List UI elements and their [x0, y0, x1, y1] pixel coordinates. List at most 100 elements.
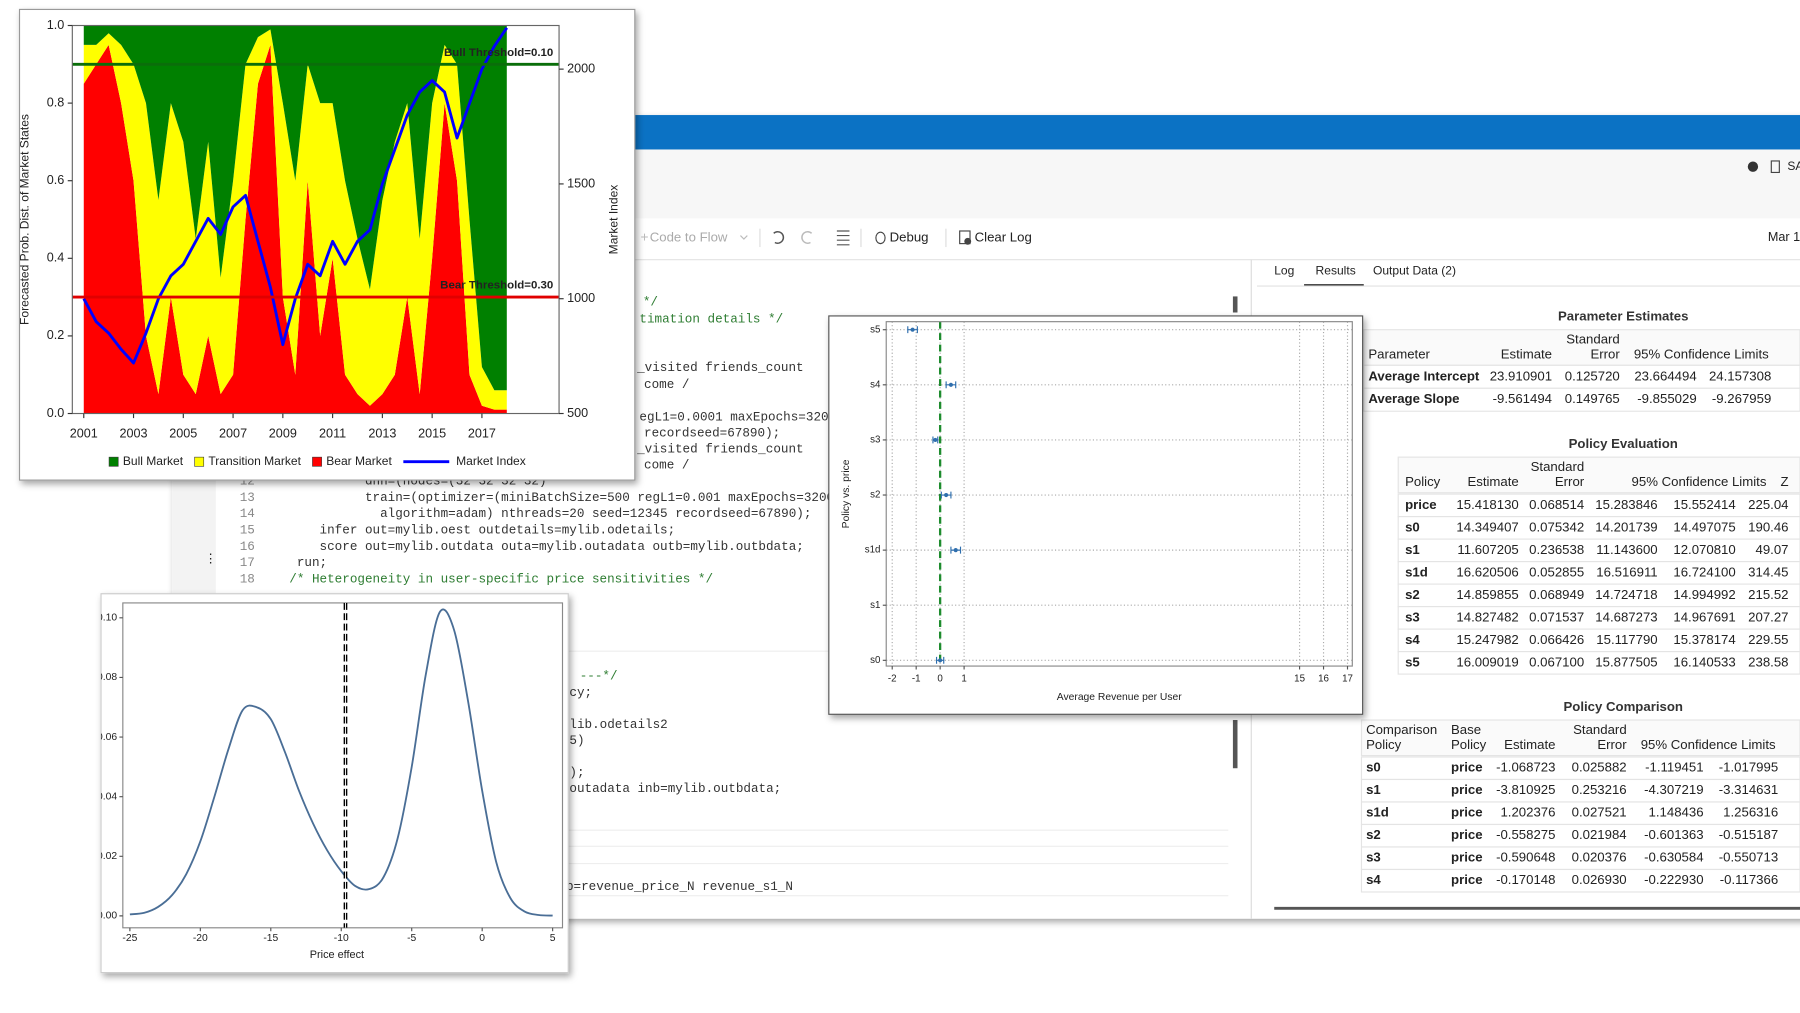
- table-header: Estimate: [1467, 474, 1518, 489]
- y-tick-label: 1.0: [47, 18, 65, 32]
- table-cell: 16.620506: [1456, 564, 1518, 579]
- code-fragment: 5): [569, 733, 584, 748]
- point: [933, 437, 938, 442]
- table-header-bg: [1397, 456, 1800, 494]
- table-cell: price: [1451, 760, 1483, 775]
- table-cell: -9.561494: [1493, 391, 1552, 406]
- table-cell: 190.46: [1748, 519, 1788, 534]
- table-cell: -0.515187: [1719, 827, 1778, 842]
- point: [910, 327, 915, 332]
- table-cell: -1.119451: [1645, 760, 1703, 775]
- table-cell: 0.071537: [1529, 609, 1584, 624]
- y2-tick-label: 2000: [567, 61, 595, 75]
- legend-swatch: [108, 456, 119, 467]
- table-cell: 24.157308: [1709, 368, 1771, 383]
- toolbar-button[interactable]: Code to Flow: [650, 229, 728, 244]
- y2-tick-label: 1000: [567, 291, 595, 305]
- undo-icon[interactable]: [773, 230, 785, 244]
- table-cell: 14.724718: [1595, 587, 1657, 602]
- y-tick-label: s1d: [865, 545, 881, 556]
- table-cell: 14.687273: [1595, 609, 1657, 624]
- table-cell: s1: [1405, 542, 1420, 557]
- table-cell: 23.664494: [1634, 368, 1696, 383]
- tab[interactable]: Output Data (2): [1373, 263, 1456, 277]
- table-cell: price: [1451, 805, 1483, 820]
- y-tick-label: s3: [870, 434, 880, 445]
- clear-log-icon-dot: [964, 237, 972, 245]
- dropdown-caret[interactable]: [740, 235, 748, 240]
- y-tick-label: 0.8: [47, 95, 65, 109]
- policy-panel: [828, 315, 1364, 715]
- info-icon[interactable]: [1747, 161, 1759, 172]
- table-row: [1363, 387, 1800, 412]
- table-header: Policy: [1366, 737, 1402, 752]
- table-header-bg: [1363, 329, 1800, 366]
- table-cell: 14.349407: [1456, 519, 1518, 534]
- table-cell: s5: [1405, 654, 1420, 669]
- table-cell: s2: [1405, 587, 1420, 602]
- threshold-label: Bear Threshold=0.30: [440, 280, 553, 292]
- legend-label: Bull Market: [123, 454, 184, 468]
- tab[interactable]: Results: [1316, 263, 1356, 277]
- editor-scrollbar[interactable]: [1232, 720, 1238, 769]
- plot-frame: [71, 24, 560, 415]
- line-number: 18: [240, 571, 255, 586]
- table-cell: -9.267959: [1712, 391, 1771, 406]
- market-chart: Bull Threshold=0.10 Bear Threshold=0.30 0.…: [17, 18, 620, 468]
- x-axis-title: Price effect: [310, 949, 364, 961]
- y-tick-label: s0: [870, 655, 881, 666]
- table-cell: s0: [1366, 760, 1381, 775]
- table-cell: -1.017995: [1719, 760, 1778, 775]
- toolbar-button[interactable]: Clear Log: [975, 229, 1032, 244]
- x-tick-label: -10: [334, 933, 349, 944]
- table-title: Policy Comparison: [1563, 699, 1682, 714]
- table-cell: -1.068723: [1496, 760, 1555, 775]
- table-header: Base: [1451, 722, 1481, 737]
- table-cell: 15.877505: [1595, 654, 1657, 669]
- editor-scrollbar[interactable]: [1232, 296, 1238, 313]
- code-line: run;: [289, 555, 327, 570]
- y-tick-label: s5: [870, 324, 881, 335]
- table-cell: 0.125720: [1565, 368, 1620, 383]
- redo-icon[interactable]: [801, 230, 813, 244]
- stacked-area: [83, 29, 507, 410]
- clear-log-icon[interactable]: [959, 230, 971, 245]
- y-tick-label: s2: [870, 490, 880, 501]
- debug-icon[interactable]: [875, 231, 886, 245]
- table-header: 95% Confidence Limits: [1632, 474, 1767, 489]
- table-title: Policy Evaluation: [1569, 436, 1678, 451]
- x-tick-label: -15: [263, 933, 278, 944]
- tab[interactable]: Log: [1274, 263, 1294, 277]
- code-fragment: egL1=0.0001 maxEpochs=32000: [639, 409, 843, 424]
- gutter-handle[interactable]: ⋮: [204, 552, 217, 566]
- table-cell: 314.45: [1748, 564, 1788, 579]
- density-chart: 0.00 0.02 0.04 0.06 0.08 0.10 -25 -20 -15 -10 -5 0 5…: [97, 602, 564, 961]
- date: Mar 1: [1768, 230, 1800, 244]
- doc-icon[interactable]: [1770, 160, 1780, 174]
- y-tick-label: 0.0: [47, 406, 65, 420]
- x-tick-label: 2009: [269, 427, 297, 441]
- code-fragment: come /: [644, 377, 689, 392]
- table-cell: 1.256316: [1723, 805, 1778, 820]
- code-fragment: come /: [644, 458, 689, 473]
- table-cell: 16.724100: [1673, 564, 1735, 579]
- table-header: Estimate: [1504, 737, 1555, 752]
- x-tick-label: 2007: [219, 427, 247, 441]
- table-cell: price: [1451, 872, 1483, 887]
- table-header: Standard: [1573, 722, 1627, 737]
- x-tick-label: 0: [937, 673, 943, 684]
- y-tick-label: 0.4: [47, 251, 65, 265]
- toolbar-button[interactable]: Debug: [890, 229, 929, 244]
- header-text: SA: [1787, 159, 1800, 173]
- x-tick-label: 5: [550, 933, 556, 944]
- y-tick-label: 0.06: [97, 732, 117, 743]
- table-cell: -0.630584: [1644, 850, 1703, 865]
- table-cell: -0.558275: [1496, 827, 1555, 842]
- legend-swatch: [312, 456, 322, 467]
- y2-tick-label: 500: [567, 406, 588, 420]
- format-icon[interactable]: [836, 230, 850, 246]
- code-fragment: );: [569, 765, 584, 780]
- x-tick-label: 15: [1294, 673, 1305, 684]
- plot-frame: [122, 602, 564, 929]
